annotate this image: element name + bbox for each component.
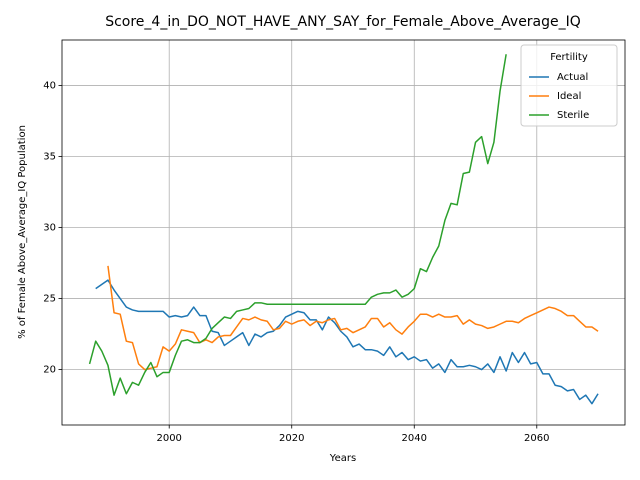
- series-line: [95, 279, 599, 405]
- x-tick-label: 2040: [402, 433, 427, 444]
- legend: Fertility Actual Ideal Sterile: [520, 44, 618, 127]
- x-tick-label: 2020: [279, 433, 304, 444]
- x-tick-label: 2000: [156, 433, 181, 444]
- y-tick-label: 25: [43, 294, 56, 305]
- legend-label: Ideal: [557, 91, 581, 102]
- x-axis-label: Years: [329, 453, 356, 464]
- legend-box: [520, 44, 618, 127]
- series-line: [88, 54, 507, 396]
- legend-title: Fertility: [550, 52, 588, 63]
- y-tick-label: 35: [43, 151, 56, 162]
- plot-frame: [61, 39, 626, 426]
- y-tick-label: 30: [43, 223, 56, 234]
- y-axis-label: % of Female Above_Average_IQ Population: [17, 125, 28, 339]
- series-line: [107, 265, 599, 371]
- legend-label: Sterile: [557, 110, 589, 121]
- chart-title: Score_4_in_DO_NOT_HAVE_ANY_SAY_for_Femal…: [105, 14, 581, 30]
- y-tick-label: 20: [43, 365, 56, 376]
- y-tick-label: 40: [43, 80, 56, 91]
- legend-label: Actual: [557, 72, 588, 83]
- x-tick-label: 2060: [524, 433, 549, 444]
